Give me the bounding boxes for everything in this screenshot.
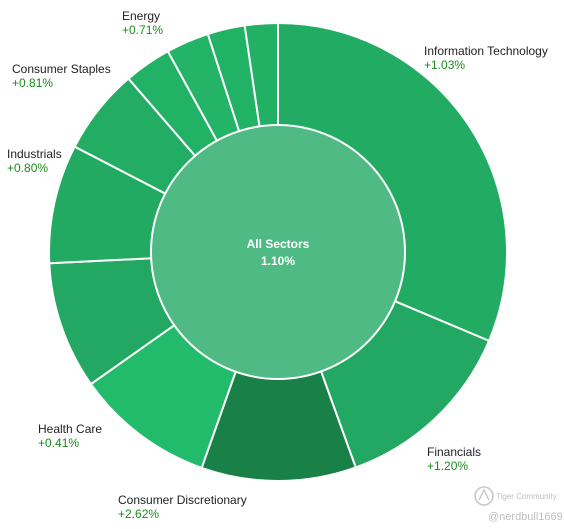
label-industrials: Industrials bbox=[7, 147, 62, 161]
change-energy: +0.71% bbox=[122, 23, 163, 37]
label-consumer-staples: Consumer Staples bbox=[12, 62, 111, 76]
watermark: Tiger Community @nerdbull1669 bbox=[474, 486, 563, 523]
label-information-technology: Information Technology bbox=[424, 44, 548, 58]
center-label: All Sectors bbox=[247, 237, 310, 251]
change-industrials: +0.80% bbox=[7, 161, 48, 175]
label-consumer-discretionary: Consumer Discretionary bbox=[118, 493, 247, 507]
center-disc bbox=[150, 124, 406, 380]
labels-group: Information Technology+1.03% Financials+1… bbox=[7, 9, 548, 521]
label-health-care: Health Care bbox=[38, 422, 102, 436]
center-value: 1.10% bbox=[261, 254, 295, 268]
change-financials: +1.20% bbox=[427, 459, 468, 473]
change-consumer-discretionary: +2.62% bbox=[118, 507, 159, 521]
change-information-technology: +1.03% bbox=[424, 58, 465, 72]
change-consumer-staples: +0.81% bbox=[12, 76, 53, 90]
watermark-user: @nerdbull1669 bbox=[488, 511, 563, 523]
tiger-logo-icon bbox=[474, 486, 494, 506]
watermark-brand: Tiger Community bbox=[496, 492, 557, 501]
label-financials: Financials bbox=[427, 445, 481, 459]
label-energy: Energy bbox=[122, 9, 160, 23]
change-health-care: +0.41% bbox=[38, 436, 79, 450]
